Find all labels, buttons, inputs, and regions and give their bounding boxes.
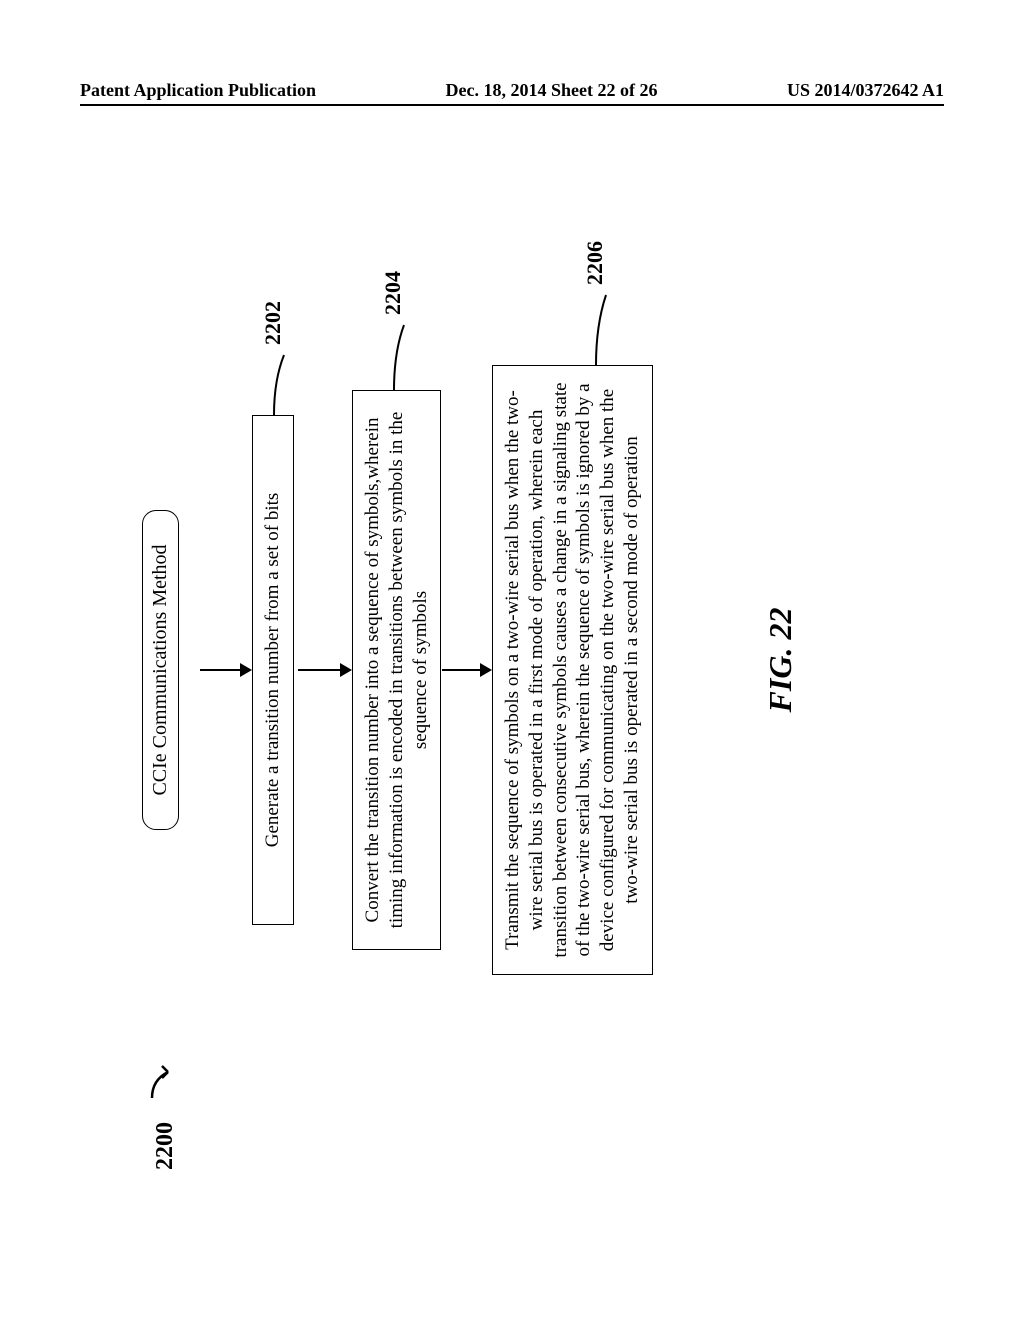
ref-label-1: 2202 [260,301,286,345]
header-pub-number: US 2014/0372642 A1 [787,80,944,101]
ref-label-3: 2206 [582,241,608,285]
header-rule [80,104,944,106]
arrow-1-head-icon [240,663,252,677]
step-1-text: Generate a transition number from a set … [262,493,283,848]
arrow-3-line [442,669,482,671]
arrow-2-line [298,669,342,671]
header-publication: Patent Application Publication [80,80,316,101]
figure-ref-number: 2200 [152,1122,179,1170]
header-date-sheet: Dec. 18, 2014 Sheet 22 of 26 [446,80,658,101]
step-2-text: Convert the transition number into a seq… [362,412,431,929]
flow-title-text: CCIe Communications Method [149,544,171,795]
flowchart: 2200 CCIe Communications Method Generate… [122,110,902,1210]
arrow-3-head-icon [480,663,492,677]
arrow-2-head-icon [340,663,352,677]
step-3-text: Transmit the sequence of symbols on a tw… [502,382,642,957]
step-box-3: Transmit the sequence of symbols on a tw… [492,365,653,975]
figure-caption: FIG. 22 [762,110,799,1210]
flow-title-box: CCIe Communications Method [142,510,179,830]
patent-page: Patent Application Publication Dec. 18, … [0,0,1024,1320]
page-header: Patent Application Publication Dec. 18, … [80,80,944,101]
figure-rotated-container: 2200 CCIe Communications Method Generate… [122,110,902,1210]
ref-lead-2-icon [382,315,412,390]
figure-ref-arrow-icon [150,1060,180,1100]
step-box-1: Generate a transition number from a set … [252,415,294,925]
ref-label-2: 2204 [380,271,406,315]
ref-lead-1-icon [262,345,292,415]
ref-lead-3-icon [584,285,614,365]
step-box-2: Convert the transition number into a seq… [352,390,441,950]
arrow-1-line [200,669,242,671]
